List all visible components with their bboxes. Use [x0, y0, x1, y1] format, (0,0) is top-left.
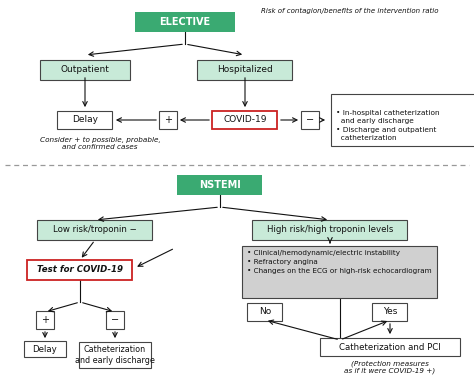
- FancyBboxPatch shape: [24, 341, 66, 357]
- Text: Low risk/troponin −: Low risk/troponin −: [53, 225, 137, 235]
- Text: No: No: [259, 308, 271, 317]
- FancyBboxPatch shape: [79, 342, 151, 368]
- FancyBboxPatch shape: [212, 111, 277, 129]
- Text: Outpatient: Outpatient: [61, 65, 109, 74]
- FancyBboxPatch shape: [198, 60, 292, 80]
- FancyBboxPatch shape: [135, 12, 235, 32]
- FancyBboxPatch shape: [331, 94, 474, 146]
- FancyBboxPatch shape: [373, 303, 408, 321]
- FancyBboxPatch shape: [57, 111, 112, 129]
- Text: COVID-19: COVID-19: [223, 115, 267, 125]
- Text: Risk of contagion/benefits of the intervention ratio: Risk of contagion/benefits of the interv…: [261, 8, 439, 14]
- FancyBboxPatch shape: [40, 60, 130, 80]
- FancyBboxPatch shape: [106, 311, 124, 329]
- FancyBboxPatch shape: [27, 260, 133, 280]
- Text: Delay: Delay: [72, 115, 98, 125]
- Text: Consider + to possible, probable,
and confirmed cases: Consider + to possible, probable, and co…: [40, 137, 160, 150]
- Text: High risk/high troponin levels: High risk/high troponin levels: [267, 225, 393, 235]
- Text: Hospitalized: Hospitalized: [217, 65, 273, 74]
- Text: Test for COVID-19: Test for COVID-19: [37, 265, 123, 275]
- Text: NSTEMI: NSTEMI: [199, 180, 241, 190]
- FancyBboxPatch shape: [243, 246, 438, 298]
- Text: ELECTIVE: ELECTIVE: [159, 17, 210, 27]
- FancyBboxPatch shape: [301, 111, 319, 129]
- Text: Catheterization and PCI: Catheterization and PCI: [339, 343, 441, 351]
- Text: Yes: Yes: [383, 308, 397, 317]
- FancyBboxPatch shape: [247, 303, 283, 321]
- Text: +: +: [164, 115, 172, 125]
- FancyBboxPatch shape: [37, 220, 153, 240]
- FancyBboxPatch shape: [320, 338, 460, 356]
- Text: • Clinical/hemodynamic/electric instability
• Refractory angina
• Changes on the: • Clinical/hemodynamic/electric instabil…: [247, 250, 432, 274]
- Text: Delay: Delay: [33, 345, 57, 353]
- FancyBboxPatch shape: [159, 111, 177, 129]
- FancyBboxPatch shape: [36, 311, 54, 329]
- FancyBboxPatch shape: [253, 220, 408, 240]
- Text: (Protection measures
as if it were COVID-19 +): (Protection measures as if it were COVID…: [345, 360, 436, 374]
- FancyBboxPatch shape: [177, 175, 263, 195]
- Text: −: −: [111, 315, 119, 325]
- Text: −: −: [306, 115, 314, 125]
- Text: +: +: [41, 315, 49, 325]
- Text: • In-hospital catheterization
  and early discharge
• Discharge and outpatient
 : • In-hospital catheterization and early …: [336, 110, 439, 141]
- Text: Catheterization
and early discharge: Catheterization and early discharge: [75, 345, 155, 365]
